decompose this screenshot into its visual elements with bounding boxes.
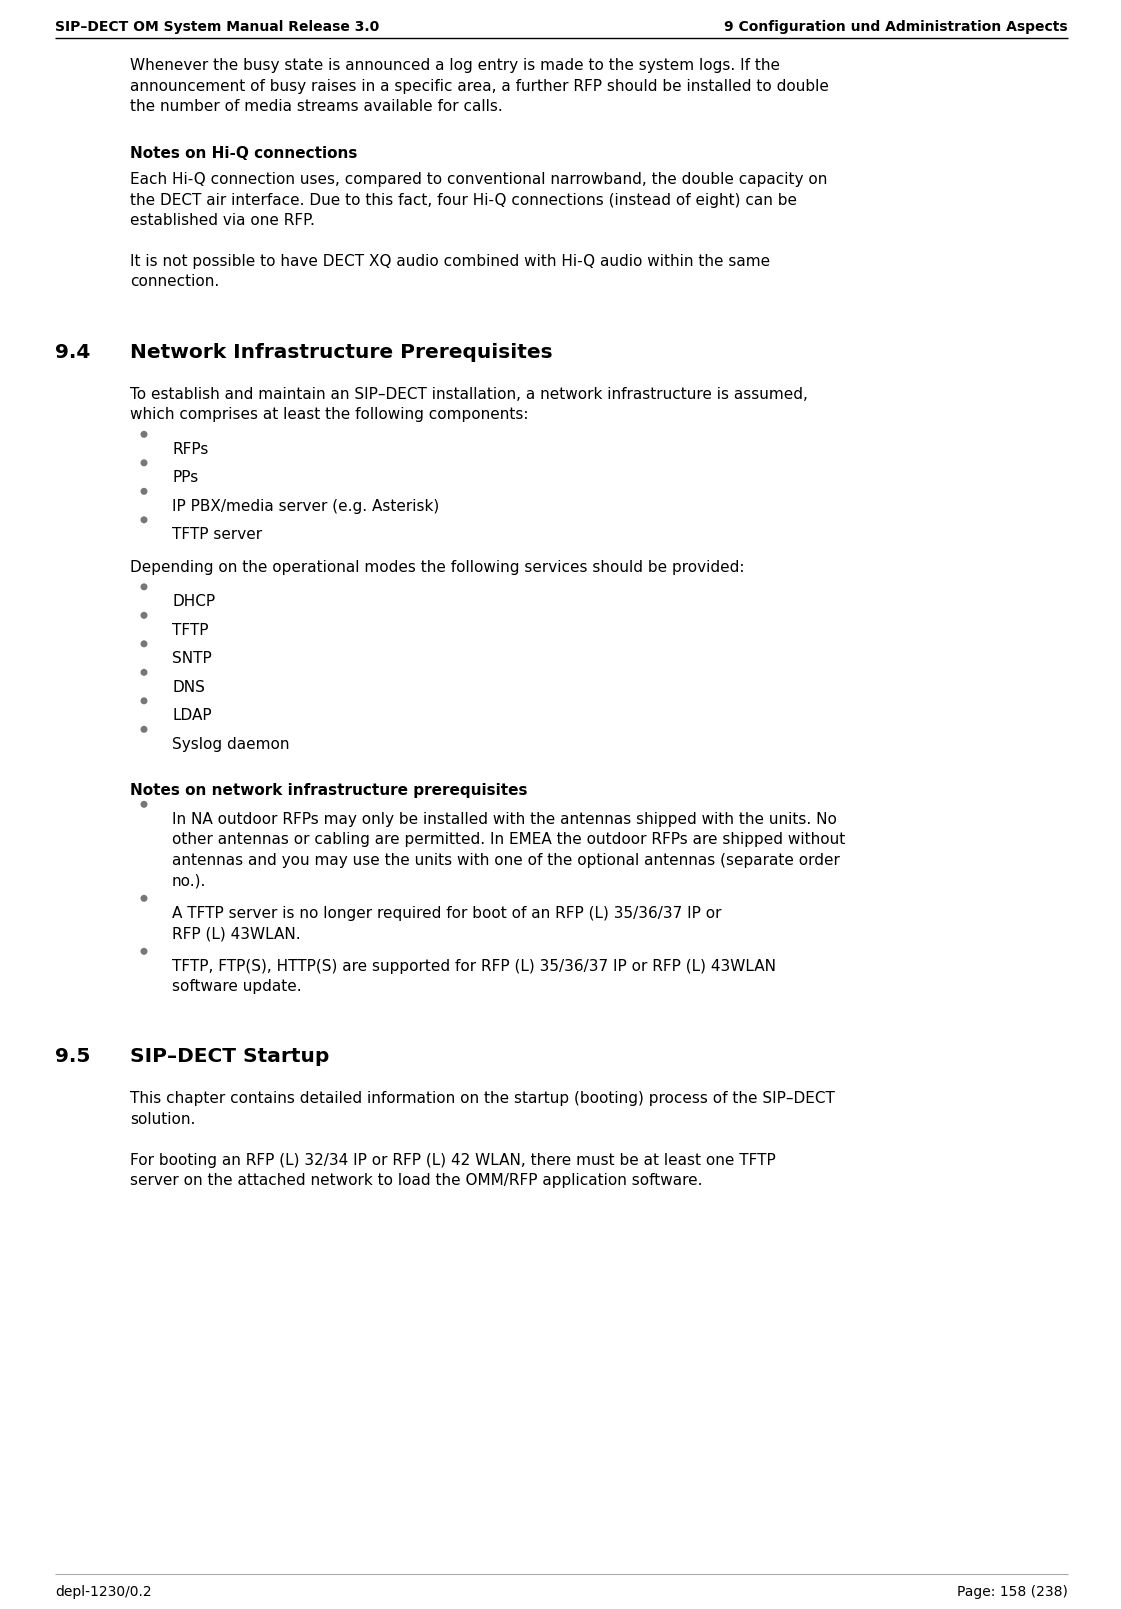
Text: Page: 158 (238): Page: 158 (238): [957, 1585, 1068, 1599]
Text: RFP (L) 43WLAN.: RFP (L) 43WLAN.: [172, 927, 300, 941]
Text: the number of media streams available for calls.: the number of media streams available fo…: [130, 100, 502, 114]
Text: Whenever the busy state is announced a log entry is made to the system logs. If : Whenever the busy state is announced a l…: [130, 58, 780, 72]
Text: Notes on network infrastructure prerequisites: Notes on network infrastructure prerequi…: [130, 784, 528, 798]
Circle shape: [140, 895, 148, 901]
Circle shape: [140, 948, 148, 954]
Text: antennas and you may use the units with one of the optional antennas (separate o: antennas and you may use the units with …: [172, 853, 840, 867]
Text: DHCP: DHCP: [172, 594, 215, 608]
Circle shape: [140, 669, 148, 676]
Circle shape: [140, 488, 148, 496]
Text: 9.5: 9.5: [55, 1047, 91, 1067]
Text: IP PBX/media server (e.g. Asterisk): IP PBX/media server (e.g. Asterisk): [172, 499, 439, 513]
Text: Notes on Hi-Q connections: Notes on Hi-Q connections: [130, 145, 358, 161]
Text: DNS: DNS: [172, 679, 205, 695]
Text: SNTP: SNTP: [172, 652, 212, 666]
Text: Syslog daemon: Syslog daemon: [172, 737, 289, 751]
Text: connection.: connection.: [130, 274, 220, 290]
Text: server on the attached network to load the OMM/RFP application software.: server on the attached network to load t…: [130, 1173, 703, 1187]
Text: TFTP server: TFTP server: [172, 528, 262, 542]
Circle shape: [140, 801, 148, 808]
Text: which comprises at least the following components:: which comprises at least the following c…: [130, 407, 528, 422]
Text: This chapter contains detailed information on the startup (booting) process of t: This chapter contains detailed informati…: [130, 1091, 835, 1107]
Text: solution.: solution.: [130, 1112, 195, 1126]
Circle shape: [140, 611, 148, 619]
Text: other antennas or cabling are permitted. In EMEA the outdoor RFPs are shipped wi: other antennas or cabling are permitted.…: [172, 832, 845, 846]
Text: LDAP: LDAP: [172, 708, 212, 722]
Text: 9 Configuration und Administration Aspects: 9 Configuration und Administration Aspec…: [724, 19, 1068, 34]
Text: Network Infrastructure Prerequisites: Network Infrastructure Prerequisites: [130, 343, 553, 362]
Text: 9.4: 9.4: [55, 343, 91, 362]
Circle shape: [140, 431, 148, 438]
Text: established via one RFP.: established via one RFP.: [130, 212, 315, 228]
Text: depl-1230/0.2: depl-1230/0.2: [55, 1585, 151, 1599]
Text: It is not possible to have DECT XQ audio combined with Hi-Q audio within the sam: It is not possible to have DECT XQ audio…: [130, 254, 770, 269]
Text: the DECT air interface. Due to this fact, four Hi-Q connections (instead of eigh: the DECT air interface. Due to this fact…: [130, 193, 797, 208]
Text: PPs: PPs: [172, 470, 198, 484]
Text: SIP–DECT Startup: SIP–DECT Startup: [130, 1047, 330, 1067]
Text: software update.: software update.: [172, 978, 302, 994]
Circle shape: [140, 584, 148, 591]
Text: announcement of busy raises in a specific area, a further RFP should be installe: announcement of busy raises in a specifi…: [130, 79, 828, 93]
Text: TFTP: TFTP: [172, 623, 209, 637]
Text: In NA outdoor RFPs may only be installed with the antennas shipped with the unit: In NA outdoor RFPs may only be installed…: [172, 811, 837, 827]
Text: A TFTP server is no longer required for boot of an RFP (L) 35/36/37 IP or: A TFTP server is no longer required for …: [172, 906, 722, 920]
Circle shape: [140, 516, 148, 523]
Circle shape: [140, 459, 148, 467]
Text: For booting an RFP (L) 32/34 IP or RFP (L) 42 WLAN, there must be at least one T: For booting an RFP (L) 32/34 IP or RFP (…: [130, 1152, 776, 1168]
Circle shape: [140, 726, 148, 732]
Text: Depending on the operational modes the following services should be provided:: Depending on the operational modes the f…: [130, 560, 744, 574]
Text: SIP–DECT OM System Manual Release 3.0: SIP–DECT OM System Manual Release 3.0: [55, 19, 379, 34]
Text: RFPs: RFPs: [172, 441, 209, 457]
Text: no.).: no.).: [172, 874, 206, 888]
Circle shape: [140, 697, 148, 705]
Text: TFTP, FTP(S), HTTP(S) are supported for RFP (L) 35/36/37 IP or RFP (L) 43WLAN: TFTP, FTP(S), HTTP(S) are supported for …: [172, 959, 776, 973]
Circle shape: [140, 640, 148, 647]
Text: Each Hi-Q connection uses, compared to conventional narrowband, the double capac: Each Hi-Q connection uses, compared to c…: [130, 172, 827, 187]
Text: To establish and maintain an SIP–DECT installation, a network infrastructure is : To establish and maintain an SIP–DECT in…: [130, 386, 808, 402]
